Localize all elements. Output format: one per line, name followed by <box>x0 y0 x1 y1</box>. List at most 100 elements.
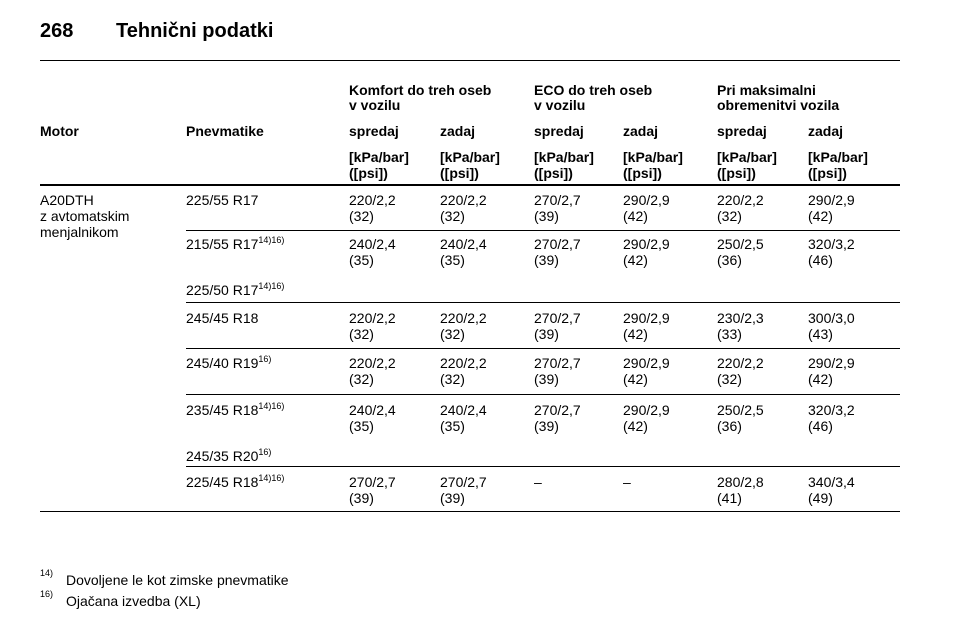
pressure: (49) <box>808 490 833 506</box>
unit-label: [kPa/bar] <box>440 149 500 165</box>
column-header: spredaj <box>349 123 399 139</box>
row-rule <box>186 394 900 395</box>
pressure: 240/2,4 <box>440 236 487 252</box>
pressure: (32) <box>440 208 465 224</box>
group-header: ECO do treh oseb <box>534 82 653 98</box>
unit-label: ([psi]) <box>808 165 847 181</box>
top-rule <box>40 60 900 61</box>
footnote-mark: 14) <box>40 568 54 578</box>
pressure: (36) <box>717 418 742 434</box>
tire-size: 245/35 R2016) <box>186 448 271 465</box>
pressure: 290/2,9 <box>808 355 855 371</box>
pressure: (39) <box>440 490 465 506</box>
row-rule <box>186 230 900 231</box>
unit-label: ([psi]) <box>349 165 388 181</box>
pressure: 220/2,2 <box>717 355 764 371</box>
pressure: (35) <box>440 252 465 268</box>
pressure: (46) <box>808 418 833 434</box>
motor: A20DTH <box>40 192 94 208</box>
pressure: (32) <box>717 371 742 387</box>
pressure: (39) <box>534 418 559 434</box>
row-rule <box>186 466 900 467</box>
pressure: 220/2,2 <box>349 355 396 371</box>
pressure: (36) <box>717 252 742 268</box>
row-rule <box>186 348 900 349</box>
pressure: 220/2,2 <box>349 310 396 326</box>
tire-size: 235/45 R1814)16) <box>186 402 284 419</box>
tire-name: 225/50 R17 <box>186 282 259 298</box>
tire-name: 225/45 R18 <box>186 474 259 490</box>
pressure: 220/2,2 <box>349 192 396 208</box>
pressure: 270/2,7 <box>534 192 581 208</box>
pressure: 280/2,8 <box>717 474 764 490</box>
pressure: 300/3,0 <box>808 310 855 326</box>
pressure: (39) <box>349 490 374 506</box>
pressure: 270/2,7 <box>440 474 487 490</box>
unit-label: [kPa/bar] <box>534 149 594 165</box>
unit-label: ([psi]) <box>440 165 479 181</box>
footnote-mark: 16) <box>40 589 54 599</box>
pressure: 220/2,2 <box>440 355 487 371</box>
tire-size: 245/40 R1916) <box>186 354 272 372</box>
footnote-ref: 14)16) <box>258 235 285 245</box>
tire-size: 225/50 R1714)16) <box>186 281 285 299</box>
pressure: (39) <box>534 371 559 387</box>
tire-name: 245/35 R20 <box>186 448 259 464</box>
pressure: (42) <box>623 371 648 387</box>
page-number: 268 <box>40 20 74 42</box>
column-header: zadaj <box>440 123 476 139</box>
pressure: (33) <box>717 326 742 342</box>
unit-label: [kPa/bar] <box>808 149 868 165</box>
tire-size: 225/45 R1814)16) <box>186 473 285 491</box>
pressure: (35) <box>349 418 374 434</box>
column-header: zadaj <box>623 123 659 139</box>
pressure: 290/2,9 <box>623 402 670 418</box>
pressure: (32) <box>717 208 742 224</box>
pressure: 290/2,9 <box>623 192 670 208</box>
bottom-rule <box>40 511 900 512</box>
group-header: Pri maksimalni <box>717 82 816 98</box>
pressure: (32) <box>440 326 465 342</box>
pressure: 250/2,5 <box>717 402 764 418</box>
column-header: Pnevmatike <box>186 123 264 139</box>
unit-label: ([psi]) <box>534 165 573 181</box>
footnote-text: Dovoljene le kot zimske pnevmatike <box>66 572 289 588</box>
tire-size: 245/45 R18 <box>186 310 258 326</box>
header-rule <box>40 184 900 186</box>
unit-label: ([psi]) <box>623 165 662 181</box>
pressure: (32) <box>349 371 374 387</box>
group-header: v vozilu <box>349 97 401 113</box>
pressure: (32) <box>440 371 465 387</box>
tire-size: 215/55 R1714)16) <box>186 235 285 253</box>
pressure: 270/2,7 <box>534 355 581 371</box>
group-header: obremenitvi vozila <box>717 97 840 113</box>
page-title: Tehnični podatki <box>116 20 274 42</box>
pressure: 240/2,4 <box>349 402 396 418</box>
unit-label: [kPa/bar] <box>623 149 683 165</box>
tire-name: 235/45 R18 <box>186 402 259 418</box>
footnote-ref: 14)16) <box>258 281 285 291</box>
pressure: 270/2,7 <box>534 236 581 252</box>
pressure: (42) <box>808 208 833 224</box>
pressure: 240/2,4 <box>440 402 487 418</box>
footnote-ref: 16) <box>258 354 272 364</box>
pressure: (42) <box>623 326 648 342</box>
pressure: 290/2,9 <box>623 236 670 252</box>
pressure: (39) <box>534 252 559 268</box>
pressure: 250/2,5 <box>717 236 764 252</box>
column-header: zadaj <box>808 123 844 139</box>
column-header: spredaj <box>534 123 584 139</box>
unit-label: ([psi]) <box>717 165 756 181</box>
column-header: Motor <box>40 123 79 139</box>
pressure: (32) <box>349 208 374 224</box>
unit-label: [kPa/bar] <box>349 149 409 165</box>
pressure: (35) <box>349 252 374 268</box>
footnote-ref: 14)16) <box>258 473 285 483</box>
pressure: (42) <box>623 418 648 434</box>
pressure: 270/2,7 <box>534 310 581 326</box>
pressure: 320/3,2 <box>808 402 855 418</box>
pressure: 220/2,2 <box>440 310 487 326</box>
group-header: Komfort do treh oseb <box>349 82 492 98</box>
pressure: – <box>534 474 542 490</box>
pressure: (41) <box>717 490 742 506</box>
